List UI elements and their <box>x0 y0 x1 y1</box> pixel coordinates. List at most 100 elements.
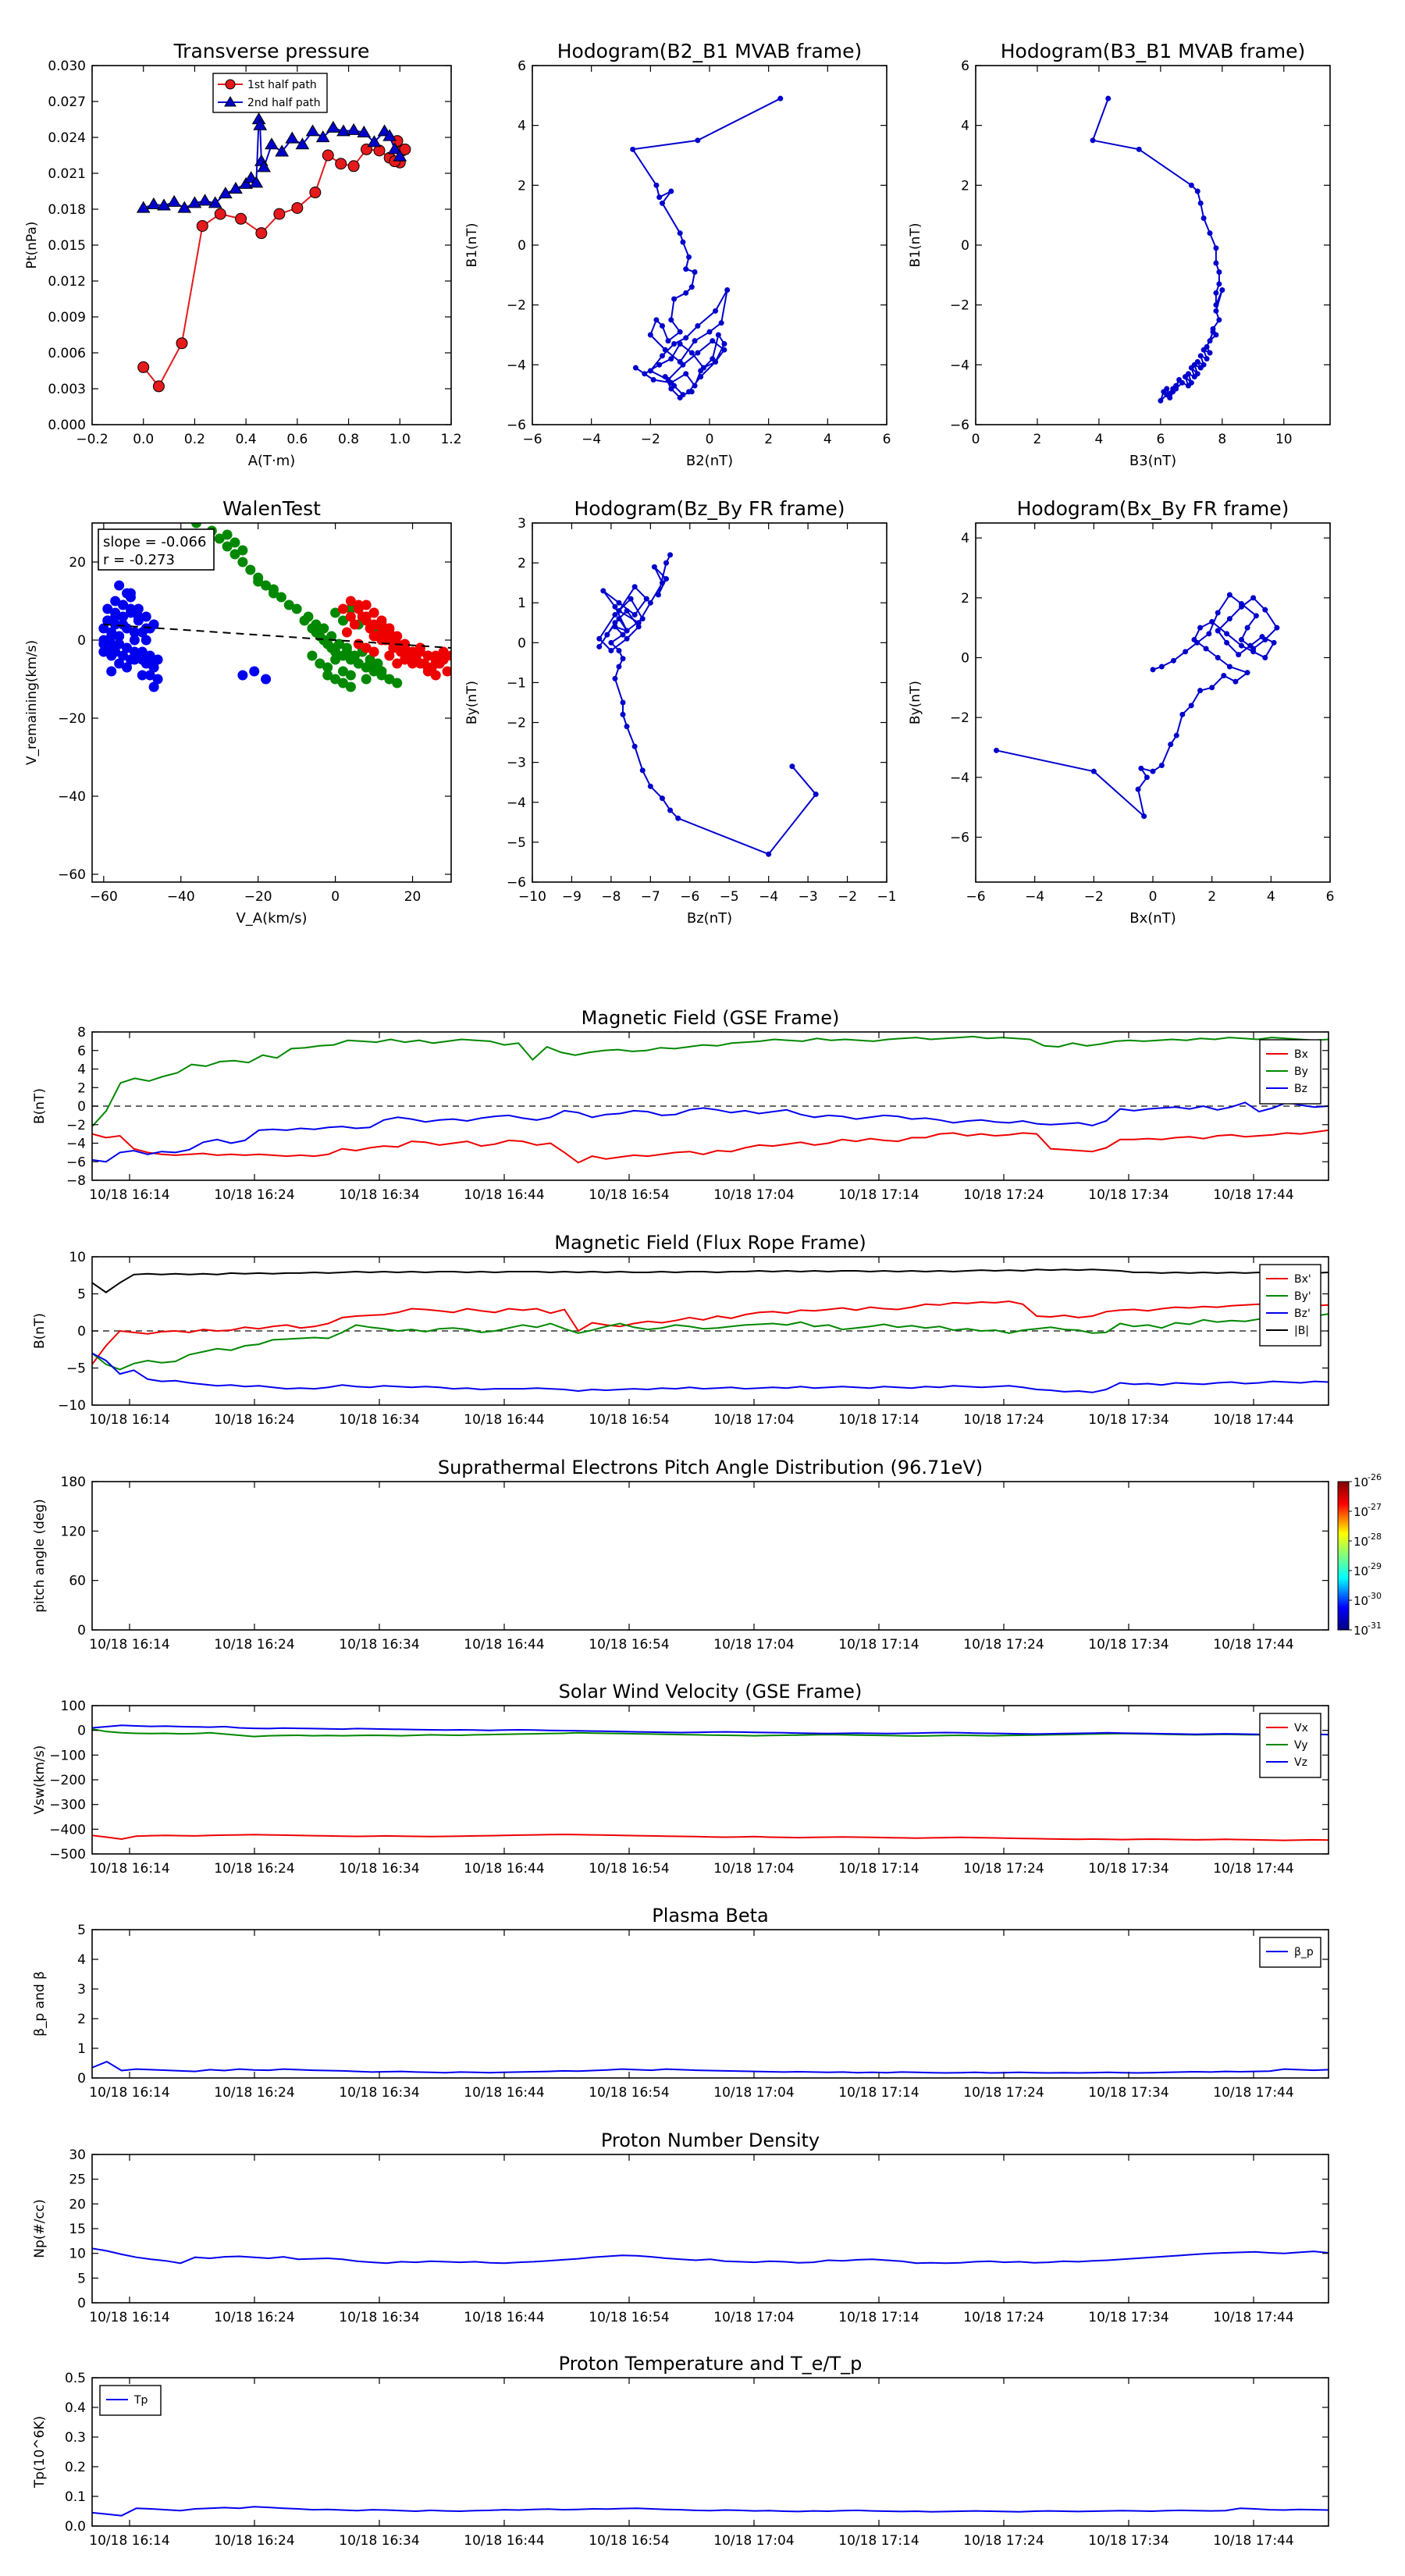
np-ytick-label-6: 30 <box>69 2147 86 2163</box>
h1-series-0-point-20 <box>647 332 653 338</box>
pt-series-0-point-20 <box>399 143 411 155</box>
h2-series-0-point-28 <box>1197 365 1204 371</box>
vsw-legend-label-1: Vy <box>1294 1739 1308 1752</box>
walen-series-2-point-35 <box>400 654 411 665</box>
walen-series-2-point-54 <box>376 623 387 634</box>
walen-series-0-point-54 <box>129 627 140 638</box>
walen-series-1-point-33 <box>361 674 372 685</box>
h4-series-0-point-4 <box>1144 774 1150 781</box>
h2-chart: Hodogram(B3_B1 MVAB frame) −6 −4 −2 0 2 4 6 0 2 4 6… <box>908 40 1331 469</box>
h3-plot-area <box>596 552 819 857</box>
pad-xtick-label-0: 10/18 16:14 <box>89 1637 169 1653</box>
walen-series-0-point-20 <box>118 611 129 622</box>
walen-plot-area <box>98 523 451 692</box>
h1-ytick-label-2: −2 <box>507 298 526 314</box>
vsw-chart: Solar Wind Velocity (GSE Frame) −500 −400 −… <box>32 1681 1329 1877</box>
colorbar-label-base-5: 10 <box>1353 1624 1368 1638</box>
h1-series-0-point-52 <box>715 332 721 338</box>
walen-series-1-point-62 <box>338 678 349 688</box>
h2-series-0-point-7 <box>1207 230 1213 237</box>
pt-ytick-label-5: 0.015 <box>48 238 86 254</box>
walen-xtick-label-0: −60 <box>90 889 118 905</box>
walen-series-1-point-51 <box>349 650 360 661</box>
h4-series-0-point-38 <box>1262 637 1268 642</box>
h3-xtick-label-0: −10 <box>518 889 546 905</box>
bgse-legend-label-2: Bz <box>1294 1083 1307 1095</box>
np-frame <box>91 2154 1329 2304</box>
walen-ytick-label-0: −60 <box>58 867 86 883</box>
h1-ytick-label-1: −4 <box>507 358 526 373</box>
h2-ytick-label-0: −6 <box>950 418 969 433</box>
tp-xtick-label-6: 10/18 17:14 <box>838 2533 919 2549</box>
np-ytick-label-3: 15 <box>69 2222 86 2237</box>
h1-series-0-point-21 <box>662 347 668 353</box>
h4-series-0-point-49 <box>1170 657 1176 664</box>
h3-series-0-point-43 <box>651 564 657 570</box>
h4-xtick-label-6: 6 <box>1326 889 1335 905</box>
walen-series-1-point-49 <box>334 639 345 649</box>
pt-series-0-point-3 <box>196 219 208 232</box>
bgse-ytick-label-2: −4 <box>66 1137 86 1152</box>
h1-series-0-line <box>631 98 781 399</box>
h1-series-0-point-45 <box>632 365 638 371</box>
walen-series-2-point-31 <box>368 646 379 657</box>
h3-xtick-label-2: −8 <box>601 889 621 905</box>
h2-series-0-point-25 <box>1197 353 1204 359</box>
bgse-ytick-label-1: −6 <box>66 1155 86 1170</box>
walen-series-1-point-26 <box>307 650 318 661</box>
walen-series-2-point-28 <box>442 666 451 677</box>
h3-series-0-point-38 <box>631 584 638 590</box>
pt-series-0-point-5 <box>235 212 247 225</box>
h4-series-0-point-6 <box>1150 768 1156 774</box>
h4-series-0-point-37 <box>1274 624 1280 631</box>
h3-frame <box>532 522 887 883</box>
pt-series-0-point-2 <box>176 337 188 350</box>
np-xtick-label-2: 10/18 16:34 <box>339 2310 419 2325</box>
walen-series-1-point-32 <box>353 658 364 669</box>
h3-series-0-point-3 <box>675 815 681 821</box>
walen-series-1-point-29 <box>330 654 341 665</box>
beta-xtick-label-7: 10/18 17:24 <box>963 2085 1044 2101</box>
pt-xtick-label-4: 0.6 <box>286 432 308 447</box>
h2-xtick-label-1: 2 <box>1033 432 1042 447</box>
walen-series-0-point-59 <box>122 588 133 599</box>
np-chart: Proton Number Density 0 5 10 15 20 25 30 10/18 1… <box>32 2129 1329 2325</box>
h1-series-0-point-36 <box>710 338 716 344</box>
h2-ytick-label-1: −4 <box>950 358 969 373</box>
colorbar-label-exp-0: -26 <box>1368 1472 1382 1482</box>
walen-series-1-point-64 <box>222 529 233 540</box>
pt-ytick-label-8: 0.024 <box>48 130 86 146</box>
pt-series-0-point-0 <box>137 361 150 373</box>
h2-ytick-label-4: 2 <box>961 178 969 194</box>
walen-series-1-point-55 <box>338 615 349 626</box>
walen-series-2-point-1 <box>345 611 356 622</box>
h4-series-0-point-51 <box>1150 667 1156 673</box>
h3-series-0-point-41 <box>647 600 653 606</box>
h1-series-0-point-8 <box>680 239 686 245</box>
h3-title: Hodogram(Bz_By FR frame) <box>574 497 845 520</box>
walen-series-2-point-50 <box>414 658 425 669</box>
beta-ytick-label-1: 1 <box>77 2041 86 2057</box>
np-xtick-label-6: 10/18 17:14 <box>838 2310 919 2325</box>
h1-series-0-point-9 <box>686 254 692 260</box>
pt-ytick-label-10: 0.030 <box>48 59 86 74</box>
h1-ytick-label-0: −6 <box>507 418 526 433</box>
tp-legend-label-0: Tp <box>133 2394 148 2407</box>
h4-series-0-point-39 <box>1250 646 1257 652</box>
walen-series-1-point-10 <box>276 592 286 603</box>
walen-series-2-point-51 <box>422 666 433 677</box>
beta-ytick-label-0: 0 <box>77 2071 86 2087</box>
beta-xtick-label-1: 10/18 16:24 <box>214 2085 294 2101</box>
walen-series-1-point-3 <box>222 541 233 552</box>
h4-frame <box>975 522 1331 883</box>
h3-series-0-point-17 <box>620 632 626 638</box>
h2-xtick-label-5: 10 <box>1275 432 1293 447</box>
walen-series-1-point-44 <box>372 658 383 669</box>
vsw-xtick-label-2: 10/18 16:34 <box>339 1861 419 1877</box>
h3-series-0-point-23 <box>612 620 618 626</box>
h3-series-0-point-34 <box>600 588 606 594</box>
walen-series-0-point-66 <box>261 674 272 685</box>
h1-series-0-point-34 <box>680 361 686 368</box>
h1-series-0-point-40 <box>688 350 695 356</box>
h1-plot-area <box>630 95 784 400</box>
